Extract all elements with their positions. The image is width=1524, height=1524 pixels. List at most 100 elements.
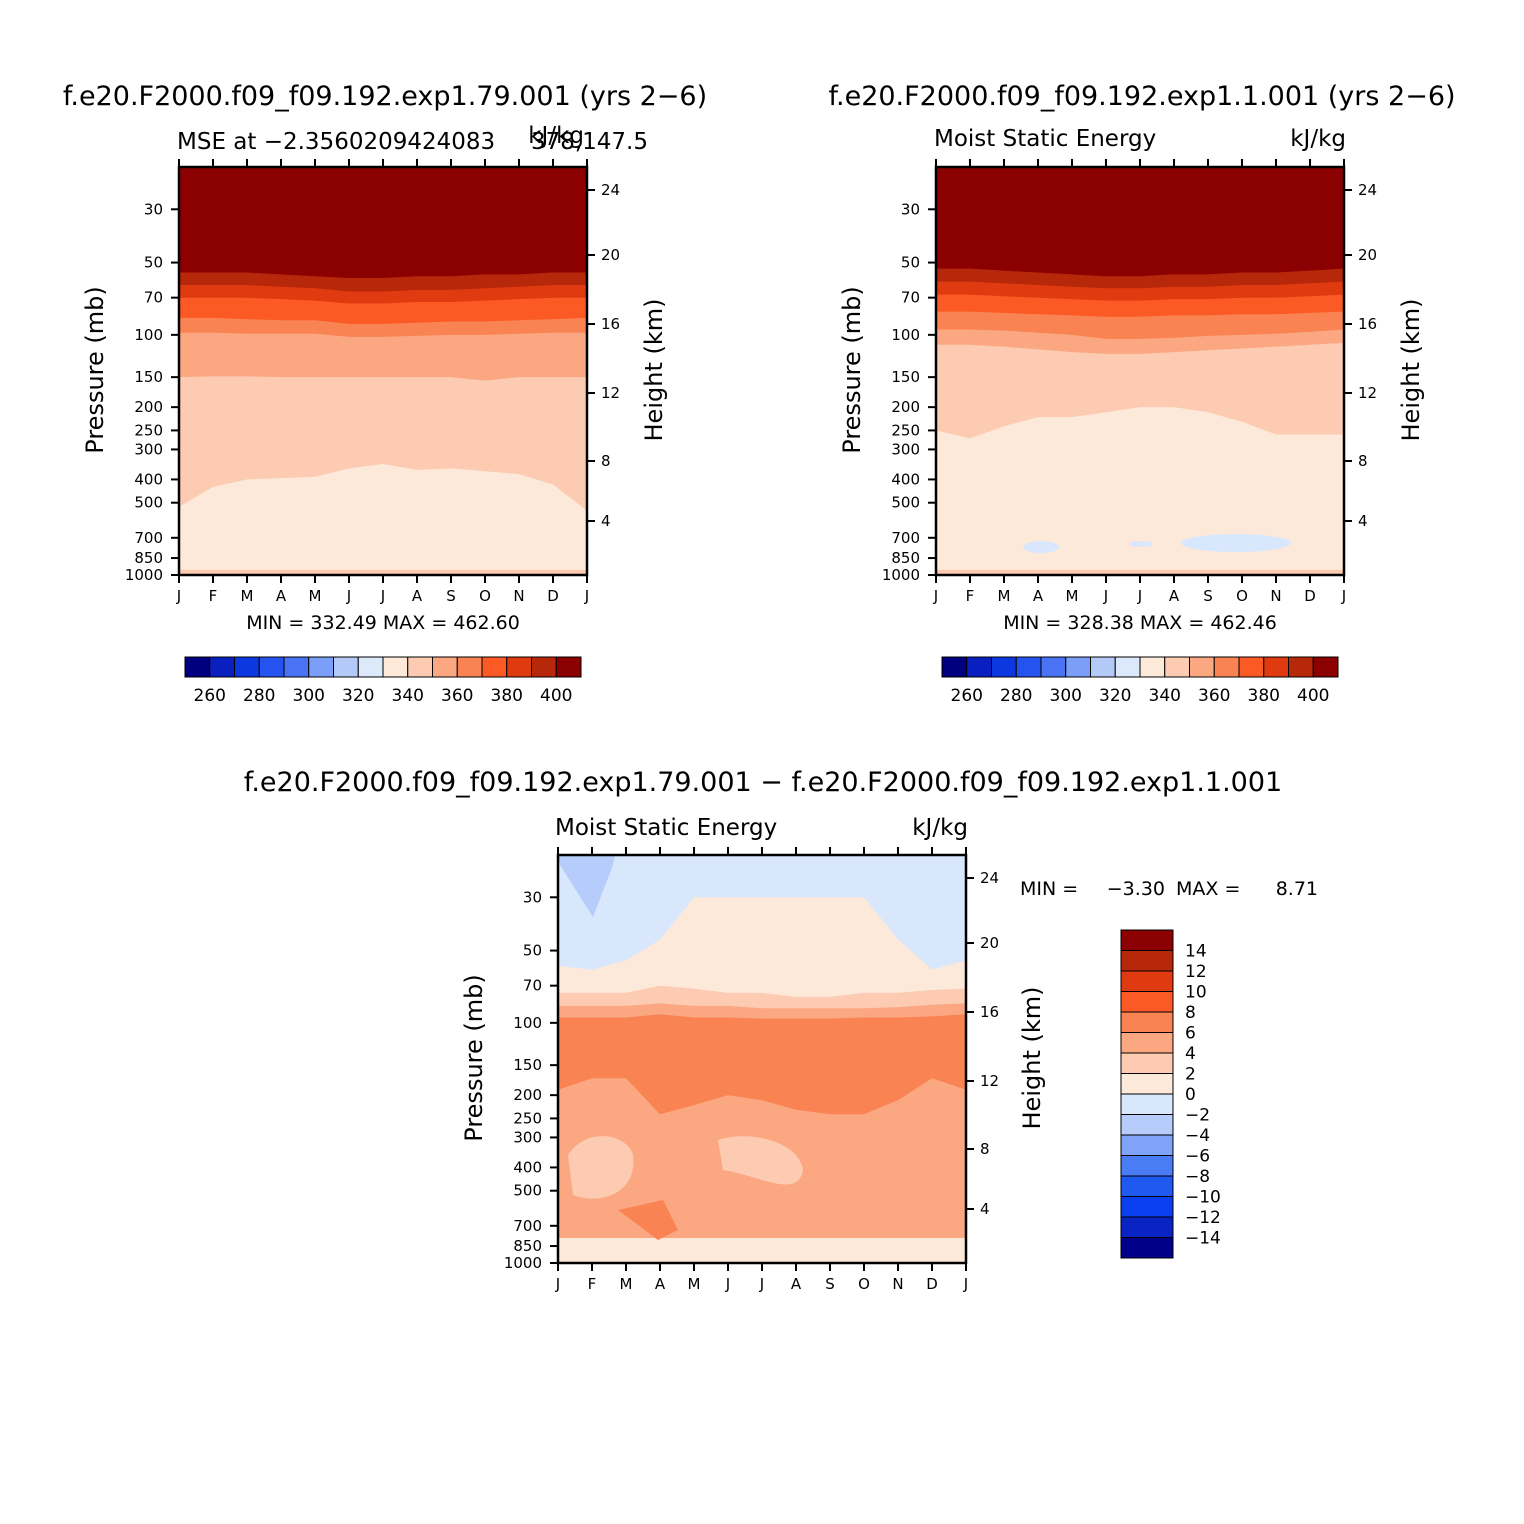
colorbar-cell (333, 656, 359, 678)
x-tick-label: J (555, 1275, 560, 1293)
colorbar-cell (506, 656, 532, 678)
x-tick-label: J (725, 1275, 730, 1293)
colorbar-label: 4 (1185, 1044, 1196, 1064)
y-tick-label: 250 (513, 1109, 542, 1127)
colorbar-cell (1120, 970, 1174, 992)
colorbar-cell (1065, 656, 1091, 678)
panel3-units: kJ/kg (912, 815, 968, 841)
x-tick-label: M (241, 587, 254, 605)
x-tick-label: S (825, 1275, 835, 1293)
y-tick-label: 300 (513, 1128, 542, 1146)
x-tick-label: J (933, 587, 938, 605)
colorbar-cell (382, 656, 409, 678)
y-tick-label: 1000 (882, 566, 920, 584)
colorbar-label: 6 (1185, 1024, 1196, 1044)
y-tick-label: 50 (523, 942, 542, 960)
x-tick-label: M (1066, 587, 1079, 605)
x-tick-label: A (1033, 587, 1044, 605)
panel1-right-title: 378,147.5 (531, 129, 648, 155)
colorbar-cell (1120, 1011, 1174, 1033)
colorbar-cell (941, 656, 968, 678)
colorbar-cell (308, 656, 334, 678)
colorbar-label: 360 (1198, 686, 1230, 706)
panel1-ylabel: Pressure (mb) (81, 286, 109, 453)
colorbar-cell (432, 656, 458, 678)
colorbar-cell (1120, 1216, 1174, 1238)
colorbar-label: 10 (1185, 983, 1207, 1003)
x-tick-label: J (1103, 587, 1108, 605)
panel3-min-label: MIN = (1020, 878, 1078, 900)
colorbar-cell (1120, 1196, 1174, 1218)
contour-band (718, 1136, 803, 1185)
x-tick-label: N (1270, 587, 1281, 605)
y2-tick-label: 4 (601, 512, 611, 530)
y-tick-label: 30 (523, 888, 542, 906)
contour-band (179, 569, 587, 575)
y-tick-label: 250 (134, 421, 163, 439)
y-tick-label: 70 (901, 289, 920, 307)
y2-tick-label: 8 (601, 452, 611, 470)
colorbar-cell (1139, 656, 1166, 678)
negative-region (1129, 541, 1153, 547)
colorbar-cell (1312, 656, 1339, 678)
colorbar-label: −12 (1185, 1208, 1221, 1228)
y-tick-label: 850 (513, 1237, 542, 1255)
y-tick-label: 700 (891, 529, 920, 547)
y2-tick-label: 24 (601, 181, 620, 199)
panel2-left-title: Moist Static Energy (934, 126, 1156, 152)
colorbar-label: 380 (1248, 686, 1280, 706)
panel3-left-title: Moist Static Energy (555, 815, 777, 841)
colorbar-cell (1114, 656, 1141, 678)
colorbar-cell (1120, 1237, 1174, 1259)
y-tick-label: 700 (134, 529, 163, 547)
colorbar-label: 2 (1185, 1065, 1196, 1085)
y-tick-label: 500 (134, 494, 163, 512)
x-tick-label: J (346, 587, 351, 605)
y2-tick-label: 20 (1358, 246, 1377, 264)
x-tick-label: F (966, 587, 975, 605)
colorbar-cell (481, 656, 508, 678)
negative-region (1181, 534, 1291, 552)
y-tick-label: 30 (901, 200, 920, 218)
x-tick-label: O (1236, 587, 1248, 605)
y2-tick-label: 20 (980, 934, 999, 952)
y-tick-label: 50 (901, 254, 920, 272)
colorbar-cell (531, 656, 557, 678)
x-tick-label: N (513, 587, 524, 605)
y-tick-label: 150 (513, 1056, 542, 1074)
y-tick-label: 300 (134, 440, 163, 458)
colorbar-label: 400 (540, 686, 572, 706)
panel3-run-title: f.e20.F2000.f09_f09.192.exp1.79.001 − f.… (244, 767, 1282, 798)
colorbar-label: 400 (1297, 686, 1329, 706)
x-tick-label: A (412, 587, 423, 605)
y2-tick-label: 4 (1358, 512, 1368, 530)
panel2-colorbar: 260 280 300 320 340 360 380 400 (941, 656, 1339, 706)
y-tick-label: 150 (134, 368, 163, 386)
panel2-minmax: MIN = 328.38 MAX = 462.46 (1003, 612, 1277, 634)
colorbar-cell (1238, 656, 1265, 678)
y-tick-label: 70 (144, 289, 163, 307)
x-tick-label: D (926, 1275, 938, 1293)
panel3-max-value: 8.71 (1276, 878, 1318, 900)
x-tick-label: M (620, 1275, 633, 1293)
x-tick-label: S (446, 587, 456, 605)
colorbar-label: −6 (1185, 1147, 1210, 1167)
colorbar-label: −2 (1185, 1106, 1210, 1126)
colorbar-cell (1040, 656, 1067, 678)
y-tick-label: 200 (891, 398, 920, 416)
panel2-ylabel: Pressure (mb) (838, 286, 866, 453)
panel2-run-title: f.e20.F2000.f09_f09.192.exp1.1.001 (yrs … (828, 81, 1455, 112)
colorbar-cell (1164, 656, 1190, 678)
panel2-ylabel-right: Height (km) (1397, 299, 1425, 442)
colorbar-cell (1120, 1032, 1174, 1054)
panel1-colorbar: 260 280 300 320 340 360 380 400 (184, 656, 582, 706)
colorbar-label: 320 (342, 686, 374, 706)
panel1-run-title: f.e20.F2000.f09_f09.192.exp1.79.001 (yrs… (63, 81, 707, 112)
y2-tick-label: 20 (601, 246, 620, 264)
colorbar-cell (1120, 950, 1174, 972)
panel1-units: kJ/kg (528, 123, 584, 149)
colorbar-label: 320 (1099, 686, 1131, 706)
